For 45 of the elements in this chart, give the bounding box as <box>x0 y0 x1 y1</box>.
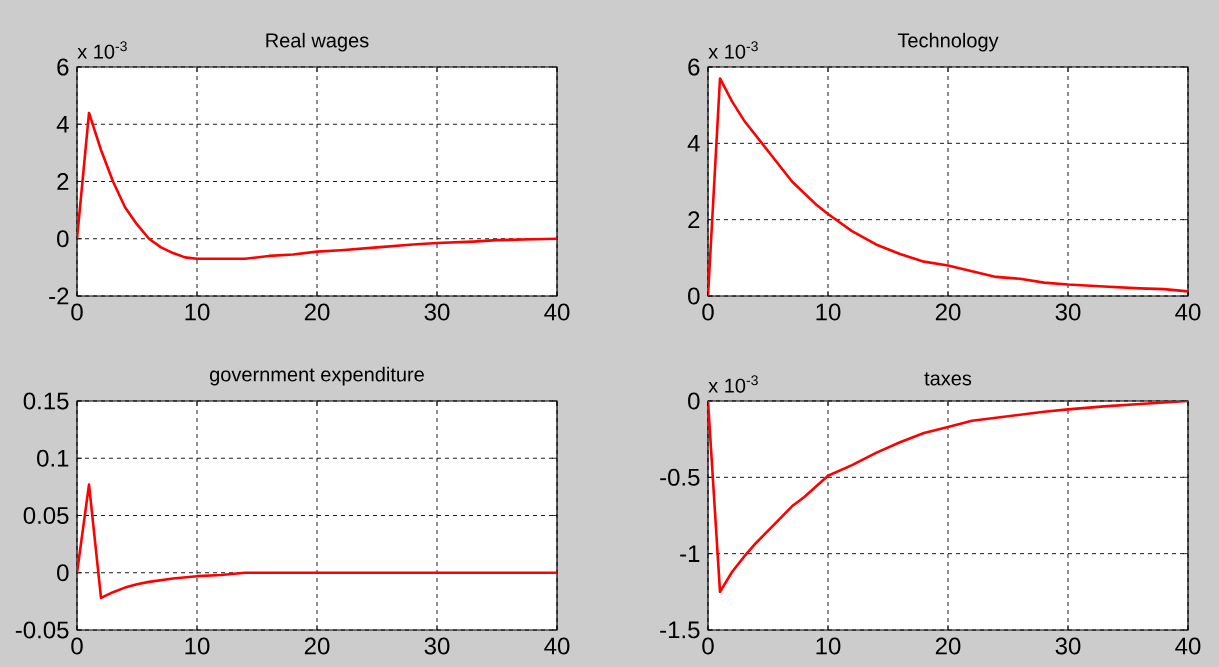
y-tick-label: 2 <box>688 211 700 229</box>
y-tick-label: 0 <box>57 564 69 582</box>
y-tick-label: -0.5 <box>660 468 700 486</box>
y-tick-label: 0 <box>57 230 69 248</box>
y-tick-label: 0.1 <box>37 449 69 467</box>
x-tick-label: 30 <box>424 303 450 321</box>
chart-title: Technology <box>897 32 999 52</box>
text: x 10$^{-3}$ <box>77 41 127 59</box>
x-tick-label: 0 <box>71 637 83 655</box>
x-tick-label: 30 <box>424 637 450 655</box>
text: x 10$^{-3}$ <box>708 41 758 59</box>
chart-title: taxes <box>924 372 972 386</box>
chart-title: Real wages <box>266 32 369 52</box>
text: x 10$^{-3}$ <box>708 375 758 393</box>
y-tick-label: 0 <box>688 392 700 410</box>
x-tick-label: 20 <box>304 637 330 655</box>
x-tick-label: 20 <box>304 303 330 321</box>
y-tick-label: 6 <box>57 58 69 76</box>
y-tick-label: 6 <box>688 58 700 76</box>
x-tick-label: 0 <box>71 303 83 321</box>
x-tick-label: 10 <box>185 637 210 655</box>
x-tick-label: 10 <box>185 303 210 321</box>
y-tick-label: -1.5 <box>660 621 700 639</box>
x-tick-label: 20 <box>935 637 961 655</box>
x-tick-label: 0 <box>702 637 714 655</box>
y-tick-label: -1 <box>680 545 700 562</box>
x-tick-label: 30 <box>1055 637 1081 655</box>
x-tick-label: 0 <box>702 303 714 321</box>
x-tick-label: 10 <box>816 303 841 321</box>
chart-title: government expenditure <box>210 366 424 386</box>
x-tick-label: 30 <box>1055 303 1081 321</box>
x-tick-label: 40 <box>1175 303 1201 321</box>
y-tick-label: 4 <box>687 135 700 152</box>
y-tick-label: 0.15 <box>23 392 69 410</box>
y-tick-label: 0 <box>688 287 700 305</box>
y-tick-label: -0.05 <box>15 621 69 639</box>
x-tick-label: 40 <box>544 303 570 321</box>
y-tick-label: -2 <box>49 287 69 305</box>
y-tick-label: 0.05 <box>23 507 69 524</box>
y-tick-label: 2 <box>57 173 69 190</box>
y-tick-label: 4 <box>56 115 69 133</box>
x-tick-label: 40 <box>544 637 570 655</box>
x-tick-label: 20 <box>935 303 961 321</box>
x-tick-label: 40 <box>1175 637 1201 655</box>
x-tick-label: 10 <box>816 637 841 655</box>
